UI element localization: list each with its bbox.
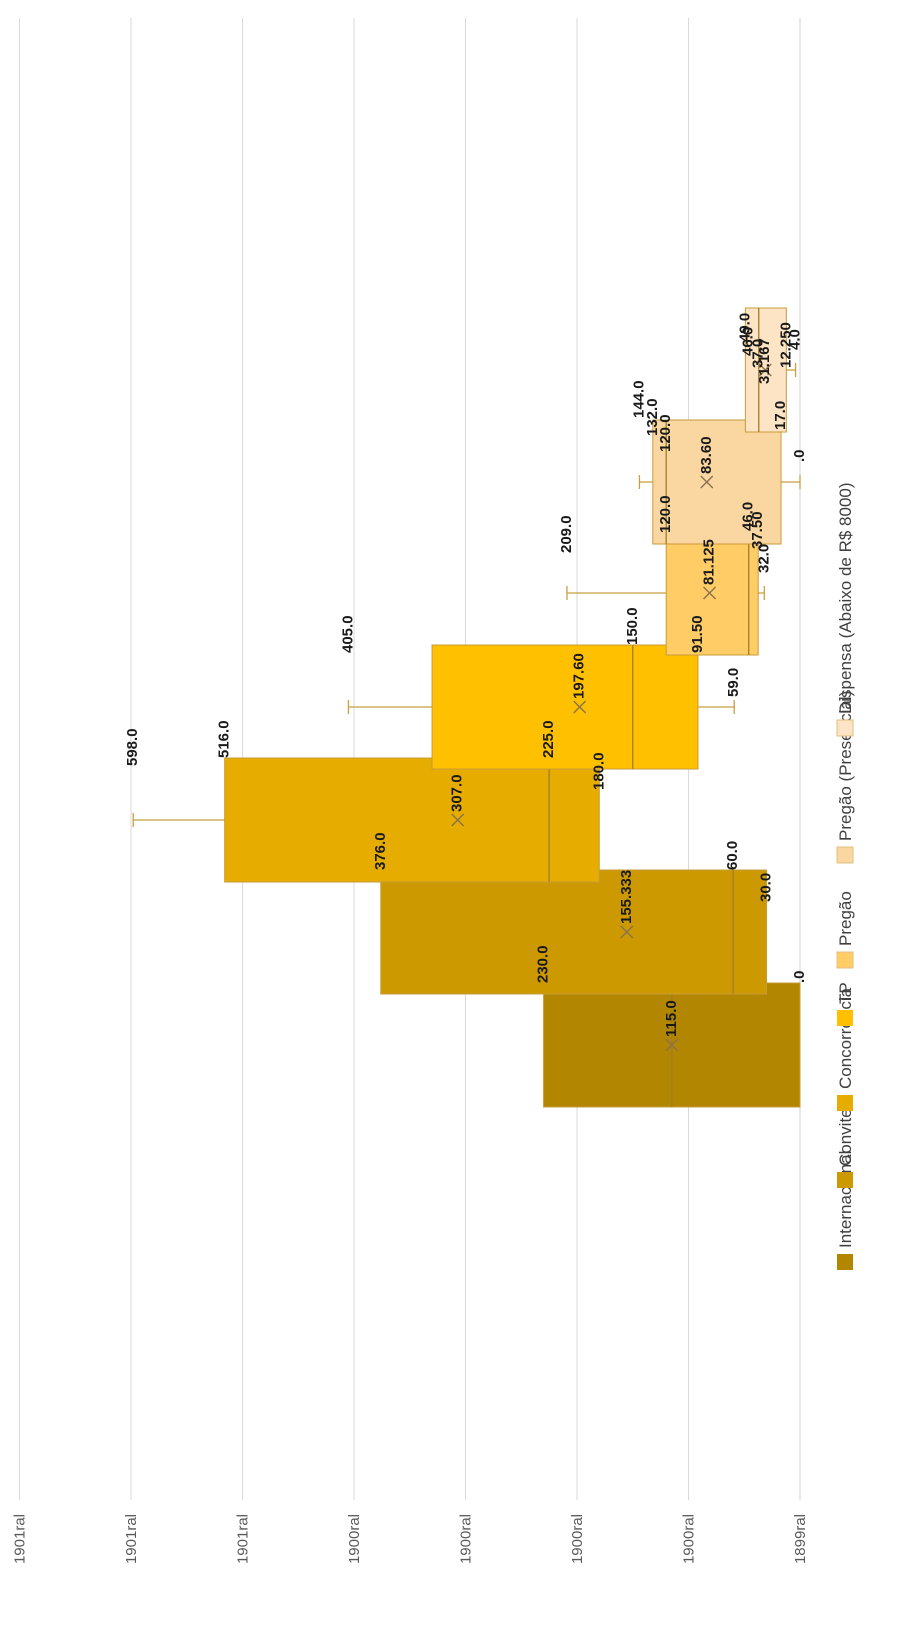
data-label: 180.0 — [590, 752, 607, 790]
box-concorr-ncia — [132, 757, 600, 883]
mean-marker — [758, 363, 772, 377]
data-label: .0 — [791, 970, 808, 983]
data-label: 307.0 — [449, 774, 466, 812]
data-label: 17.0 — [772, 401, 789, 430]
legend-swatch — [837, 1095, 853, 1111]
data-label: 32.0 — [755, 544, 772, 573]
data-label: 132.0 — [644, 398, 661, 436]
data-label: 150.0 — [624, 607, 641, 645]
data-label: 83.60 — [698, 436, 715, 474]
box-series — [132, 307, 801, 1108]
legend-swatch — [837, 1010, 853, 1026]
data-label: 59.0 — [725, 668, 742, 697]
data-label: 31.167 — [756, 338, 773, 384]
legend-swatch — [837, 1172, 853, 1188]
mean-marker — [703, 586, 717, 600]
legend-swatch — [836, 951, 854, 969]
data-label: 230.0 — [535, 945, 552, 983]
data-label: 120.0 — [657, 495, 674, 533]
data-label: 144.0 — [630, 380, 647, 418]
legend-label: Dispensa (Abaixo de R$ 8000) — [836, 482, 855, 714]
box-body — [380, 869, 768, 995]
data-label: 60.0 — [724, 841, 741, 870]
axis-tick-label: 1901ral — [12, 1514, 29, 1564]
legend-label: TP — [836, 982, 855, 1004]
axis-tick-label: 1900ral — [346, 1514, 363, 1564]
axis-tick-label: 1899ral — [792, 1514, 809, 1564]
axis-tick-label: 1900ral — [569, 1514, 586, 1564]
data-label: 91.50 — [689, 615, 706, 653]
mean-marker — [451, 813, 465, 827]
mean-marker — [573, 700, 587, 714]
data-label: 197.60 — [571, 653, 588, 699]
legend-swatch — [836, 719, 854, 737]
axis-tick-labels: 1899ral 1900ral 1900ral 1900ral 1900ral 1901r… — [12, 1514, 810, 1564]
box-preg-o — [566, 530, 765, 656]
data-label: .0 — [791, 449, 808, 462]
data-label: 376.0 — [372, 832, 389, 870]
data-label: 598.0 — [124, 728, 141, 766]
data-label: 120.0 — [657, 414, 674, 452]
legend-swatch — [836, 846, 854, 864]
data-label: 30.0 — [758, 873, 775, 902]
legend-swatch — [837, 1254, 853, 1270]
legend-label: Pregão — [836, 891, 855, 946]
box-tp — [347, 644, 735, 770]
axis-tick-label: 1900ral — [681, 1514, 698, 1564]
axis-tick-label: 1900ral — [458, 1514, 475, 1564]
data-labels: 230.0 115.0 .0 376.0 155.333 60.0 30.0 598.0 516… — [124, 313, 808, 1037]
mean-marker — [700, 475, 714, 489]
data-label: 81.125 — [701, 539, 718, 585]
box-preg-o-presencial — [638, 419, 801, 545]
box-body — [652, 419, 782, 545]
legend: InternacionalConviteConcorrênciaTPPregão… — [836, 482, 855, 1270]
axis-tick-label: 1901ral — [235, 1514, 252, 1564]
data-label: 155.333 — [618, 870, 635, 924]
data-label: 225.0 — [540, 720, 557, 758]
mean-marker — [665, 1038, 679, 1052]
box-dispensa-abaixo-de-r-8000 — [744, 307, 797, 433]
data-label: 115.0 — [663, 1000, 680, 1037]
mean-marker — [620, 925, 634, 939]
data-label: 4.0 — [787, 329, 804, 350]
data-label: 49.0 — [736, 313, 753, 342]
box-body — [665, 530, 759, 656]
data-label: 37.0 — [750, 339, 767, 368]
box-internacional — [543, 982, 801, 1108]
box-body — [224, 757, 600, 883]
data-label: 405.0 — [339, 615, 356, 653]
legend-label: Convite — [836, 1108, 855, 1166]
axis-tick-label: 1901ral — [123, 1514, 140, 1564]
box-body — [431, 644, 699, 770]
data-label: 46.0 — [740, 502, 757, 531]
data-label: 46.0 — [740, 327, 757, 356]
data-label: 516.0 — [216, 720, 233, 758]
box-convite — [380, 869, 768, 995]
data-label: 209.0 — [558, 515, 575, 553]
data-label: 37.50 — [749, 511, 766, 549]
data-label: 12.250 — [777, 322, 794, 368]
